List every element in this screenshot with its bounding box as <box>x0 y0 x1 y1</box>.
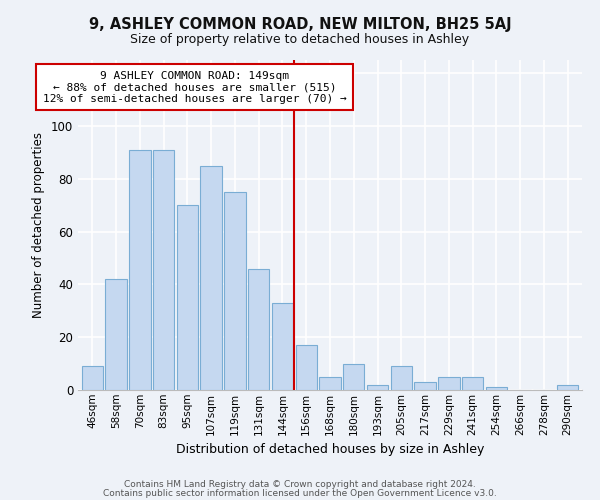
Bar <box>367 384 388 390</box>
X-axis label: Distribution of detached houses by size in Ashley: Distribution of detached houses by size … <box>176 443 484 456</box>
Text: Contains public sector information licensed under the Open Government Licence v3: Contains public sector information licen… <box>103 488 497 498</box>
Bar <box>319 377 341 390</box>
Text: 9 ASHLEY COMMON ROAD: 149sqm
← 88% of detached houses are smaller (515)
12% of s: 9 ASHLEY COMMON ROAD: 149sqm ← 88% of de… <box>43 70 346 104</box>
Bar <box>106 279 127 390</box>
Bar <box>557 384 578 390</box>
Bar <box>224 192 245 390</box>
Text: Contains HM Land Registry data © Crown copyright and database right 2024.: Contains HM Land Registry data © Crown c… <box>124 480 476 489</box>
Bar <box>486 388 507 390</box>
Bar <box>82 366 103 390</box>
Bar <box>153 150 174 390</box>
Bar <box>296 345 317 390</box>
Text: 9, ASHLEY COMMON ROAD, NEW MILTON, BH25 5AJ: 9, ASHLEY COMMON ROAD, NEW MILTON, BH25 … <box>89 18 511 32</box>
Bar <box>391 366 412 390</box>
Bar <box>415 382 436 390</box>
Text: Size of property relative to detached houses in Ashley: Size of property relative to detached ho… <box>130 32 470 46</box>
Bar <box>200 166 222 390</box>
Bar <box>129 150 151 390</box>
Bar <box>272 303 293 390</box>
Bar <box>176 205 198 390</box>
Bar <box>343 364 364 390</box>
Bar <box>462 377 484 390</box>
Bar <box>438 377 460 390</box>
Y-axis label: Number of detached properties: Number of detached properties <box>32 132 45 318</box>
Bar <box>248 268 269 390</box>
